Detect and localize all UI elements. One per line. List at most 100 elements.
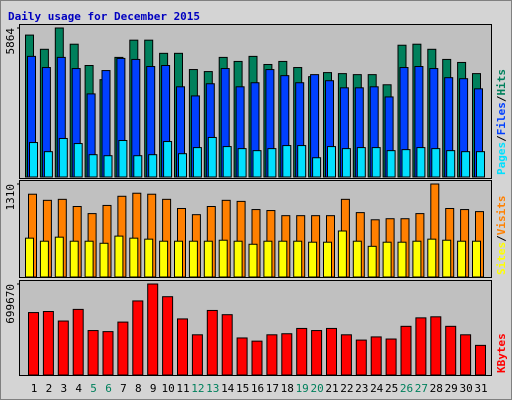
bar bbox=[296, 327, 308, 376]
x-tick-label: 24 bbox=[370, 382, 384, 395]
bar bbox=[266, 334, 278, 376]
bar bbox=[278, 240, 288, 278]
bar bbox=[252, 150, 262, 178]
x-tick-label: 23 bbox=[355, 382, 368, 395]
x-tick-label: 13 bbox=[206, 382, 219, 395]
bar bbox=[73, 143, 83, 178]
bar bbox=[42, 311, 54, 376]
x-tick-label: 18 bbox=[281, 382, 294, 395]
bar bbox=[281, 333, 293, 376]
bar bbox=[72, 308, 84, 376]
bar bbox=[397, 241, 407, 278]
y-tick-label: 699670 bbox=[4, 284, 17, 324]
bar bbox=[312, 157, 322, 178]
bar bbox=[323, 241, 332, 278]
bar bbox=[356, 147, 366, 178]
bar bbox=[461, 151, 471, 178]
bar bbox=[129, 237, 139, 278]
bar bbox=[370, 336, 382, 376]
bar bbox=[263, 240, 273, 278]
x-tick-label: 5 bbox=[90, 382, 97, 395]
bar bbox=[103, 155, 113, 178]
bar bbox=[174, 240, 183, 278]
bar bbox=[430, 316, 442, 376]
bar bbox=[476, 151, 485, 178]
bar bbox=[248, 243, 258, 278]
bar bbox=[233, 240, 243, 278]
x-tick-label: 12 bbox=[191, 382, 204, 395]
bar bbox=[293, 240, 303, 278]
bar bbox=[475, 344, 486, 376]
x-tick-label: 9 bbox=[150, 382, 157, 395]
x-tick-label: 20 bbox=[310, 382, 323, 395]
bar bbox=[400, 325, 412, 376]
x-tick-label: 4 bbox=[75, 382, 82, 395]
bar bbox=[416, 147, 426, 178]
bar bbox=[43, 151, 53, 178]
x-tick-label: 27 bbox=[415, 382, 428, 395]
bar bbox=[207, 136, 217, 178]
bar bbox=[427, 238, 437, 278]
bar bbox=[457, 240, 467, 278]
legend-separator: / bbox=[495, 95, 508, 102]
bar bbox=[327, 146, 336, 178]
bar bbox=[341, 148, 351, 178]
bar bbox=[58, 137, 68, 178]
bar bbox=[371, 147, 381, 178]
bar bbox=[460, 334, 472, 376]
bar bbox=[218, 239, 228, 278]
x-tick-label: 26 bbox=[400, 382, 413, 395]
bar bbox=[133, 155, 143, 178]
y-tick-label: 1310 bbox=[4, 184, 17, 211]
bar bbox=[222, 146, 232, 178]
bar bbox=[412, 240, 422, 278]
bar bbox=[57, 320, 69, 376]
bar bbox=[54, 236, 64, 278]
bar bbox=[144, 238, 154, 278]
x-tick-label: 16 bbox=[251, 382, 264, 395]
x-tick-label: 8 bbox=[135, 382, 142, 395]
bar bbox=[29, 142, 38, 178]
legend-entry: Files bbox=[495, 102, 508, 135]
x-tick-label: 17 bbox=[266, 382, 279, 395]
bar bbox=[446, 150, 456, 178]
legend-entry: Sites bbox=[495, 242, 508, 275]
legend-separator: / bbox=[495, 235, 508, 242]
x-tick-label: 31 bbox=[474, 382, 487, 395]
bar bbox=[415, 317, 427, 376]
legend: Pages/Files/Hits bbox=[495, 69, 508, 175]
bar bbox=[118, 140, 128, 178]
bar bbox=[311, 330, 323, 376]
bar bbox=[385, 338, 397, 376]
legend: KBytes bbox=[495, 333, 508, 373]
bar bbox=[39, 240, 49, 278]
x-tick-label: 19 bbox=[296, 382, 309, 395]
bar bbox=[326, 327, 337, 376]
legend-entry: Visits bbox=[495, 196, 508, 236]
bar bbox=[162, 296, 174, 376]
bar bbox=[445, 325, 457, 376]
x-tick-label: 15 bbox=[236, 382, 249, 395]
bar bbox=[25, 237, 34, 278]
bar bbox=[431, 148, 441, 178]
x-tick-label: 10 bbox=[161, 382, 174, 395]
legend-entry: KBytes bbox=[495, 333, 508, 373]
bar bbox=[206, 309, 218, 376]
bar bbox=[355, 339, 367, 376]
bar bbox=[386, 150, 396, 178]
legend: Sites/Visits bbox=[495, 196, 508, 276]
bar bbox=[472, 240, 481, 278]
bar bbox=[308, 241, 318, 278]
bar bbox=[163, 141, 173, 178]
bar bbox=[177, 318, 188, 376]
bar bbox=[221, 314, 233, 376]
bar bbox=[237, 148, 247, 178]
bar bbox=[401, 149, 411, 178]
y-tick-label: 5864 bbox=[4, 28, 17, 55]
bar bbox=[148, 154, 158, 178]
bar bbox=[191, 334, 203, 376]
bar bbox=[114, 235, 124, 278]
bar bbox=[102, 331, 114, 376]
x-tick-label: 1 bbox=[31, 382, 38, 395]
